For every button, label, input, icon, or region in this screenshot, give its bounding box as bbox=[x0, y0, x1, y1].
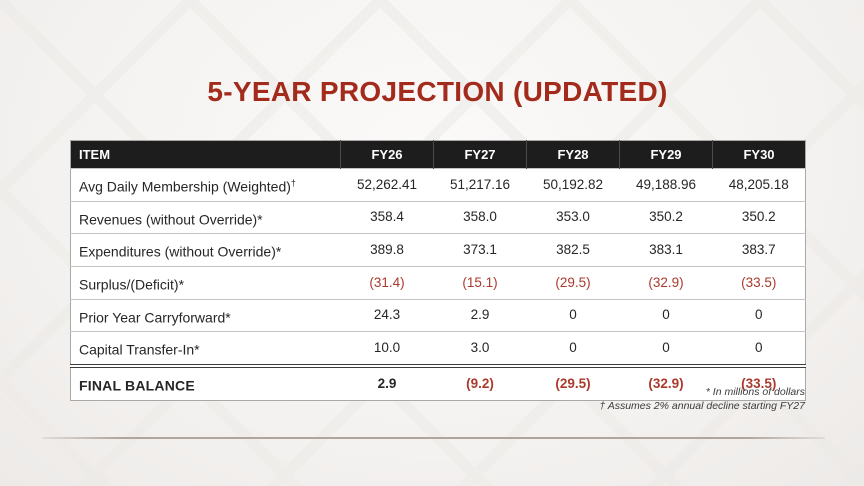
cell-value: 373.1 bbox=[433, 233, 527, 267]
cell-value: 383.1 bbox=[619, 233, 713, 267]
cell-value: (33.5) bbox=[712, 363, 806, 401]
cell-value: 24.3 bbox=[340, 298, 434, 332]
cell-value: 383.7 bbox=[712, 233, 806, 267]
cell-value: (31.4) bbox=[340, 265, 434, 300]
table-header-row: ITEM FY26 FY27 FY28 FY29 FY30 bbox=[70, 140, 806, 169]
cell-value: 358.4 bbox=[340, 200, 434, 234]
cell-value: 350.2 bbox=[619, 200, 713, 234]
table-row-revenues: Revenues (without Override)* 358.4 358.0… bbox=[70, 200, 806, 234]
cell-value: 0 bbox=[526, 298, 620, 332]
row-label: Avg Daily Membership (Weighted)† bbox=[70, 168, 341, 202]
footnote-millions: * In millions of dollars bbox=[705, 386, 805, 398]
row-label: Capital Transfer-In* bbox=[70, 331, 341, 366]
cell-value: (15.1) bbox=[433, 265, 527, 300]
cell-value: (29.5) bbox=[526, 363, 620, 401]
table-row-final-balance: FINAL BALANCE 2.9 (9.2) (29.5) (32.9) (3… bbox=[70, 363, 806, 401]
cell-value: 2.9 bbox=[340, 363, 434, 401]
cell-value: 49,188.96 bbox=[619, 168, 713, 202]
footnote-decline-assumption: † Assumes 2% annual decline starting FY2… bbox=[599, 399, 805, 412]
cell-value: 10.0 bbox=[340, 331, 434, 366]
cell-value: (32.9) bbox=[619, 265, 713, 300]
cell-value: (33.5) bbox=[712, 265, 806, 300]
cell-value: 0 bbox=[619, 331, 713, 366]
cell-value: 48,205.18 bbox=[712, 168, 806, 202]
cell-value: (29.5) bbox=[526, 265, 620, 300]
cell-value: 0 bbox=[712, 298, 806, 332]
cell-value: 353.0 bbox=[526, 200, 620, 234]
cell-value: 2.9 bbox=[433, 298, 527, 332]
cell-value: 51,217.16 bbox=[433, 168, 527, 202]
column-header-item: ITEM bbox=[70, 140, 341, 169]
table-row-prior-year-carryforward: Prior Year Carryforward* 24.3 2.9 0 0 0 bbox=[70, 298, 806, 332]
slide-title: 5-YEAR PROJECTION (UPDATED) bbox=[207, 76, 668, 107]
projection-table: ITEM FY26 FY27 FY28 FY29 FY30 Avg Daily … bbox=[70, 140, 806, 401]
column-header-fy28: FY28 bbox=[526, 140, 620, 169]
dagger-superscript: † bbox=[290, 178, 296, 188]
table-row-avg-daily-membership: Avg Daily Membership (Weighted)† 52,262.… bbox=[70, 168, 806, 202]
cell-value: 0 bbox=[526, 331, 620, 366]
cell-value: 50,192.82 bbox=[526, 168, 620, 202]
row-label: FINAL BALANCE bbox=[70, 363, 341, 401]
cell-value: 0 bbox=[619, 298, 713, 332]
table-row-capital-transfer-in: Capital Transfer-In* 10.0 3.0 0 0 0 bbox=[70, 331, 806, 366]
cell-value: 382.5 bbox=[526, 233, 620, 267]
cell-value: 389.8 bbox=[340, 233, 434, 267]
cell-value: (32.9) bbox=[619, 363, 713, 401]
cell-value: 358.0 bbox=[433, 200, 527, 234]
cell-value: 0 bbox=[712, 331, 806, 366]
bottom-divider-line bbox=[42, 437, 825, 439]
column-header-fy29: FY29 bbox=[619, 140, 713, 169]
cell-value: 350.2 bbox=[712, 200, 806, 234]
table-row-expenditures: Expenditures (without Override)* 389.8 3… bbox=[70, 233, 806, 267]
row-label: Prior Year Carryforward* bbox=[70, 298, 341, 332]
row-label: Surplus/(Deficit)* bbox=[70, 265, 341, 300]
footnotes: * In millions of dollars † Assumes 2% an… bbox=[599, 386, 805, 413]
column-header-fy27: FY27 bbox=[433, 140, 527, 169]
cell-value: 3.0 bbox=[433, 331, 527, 366]
column-header-fy30: FY30 bbox=[712, 140, 806, 169]
table-row-surplus-deficit: Surplus/(Deficit)* (31.4) (15.1) (29.5) … bbox=[70, 265, 806, 300]
cell-value: (9.2) bbox=[433, 363, 527, 401]
column-header-fy26: FY26 bbox=[340, 140, 434, 169]
row-label: Expenditures (without Override)* bbox=[70, 233, 341, 267]
cell-value: 52,262.41 bbox=[340, 168, 434, 202]
row-label: Revenues (without Override)* bbox=[70, 200, 341, 234]
